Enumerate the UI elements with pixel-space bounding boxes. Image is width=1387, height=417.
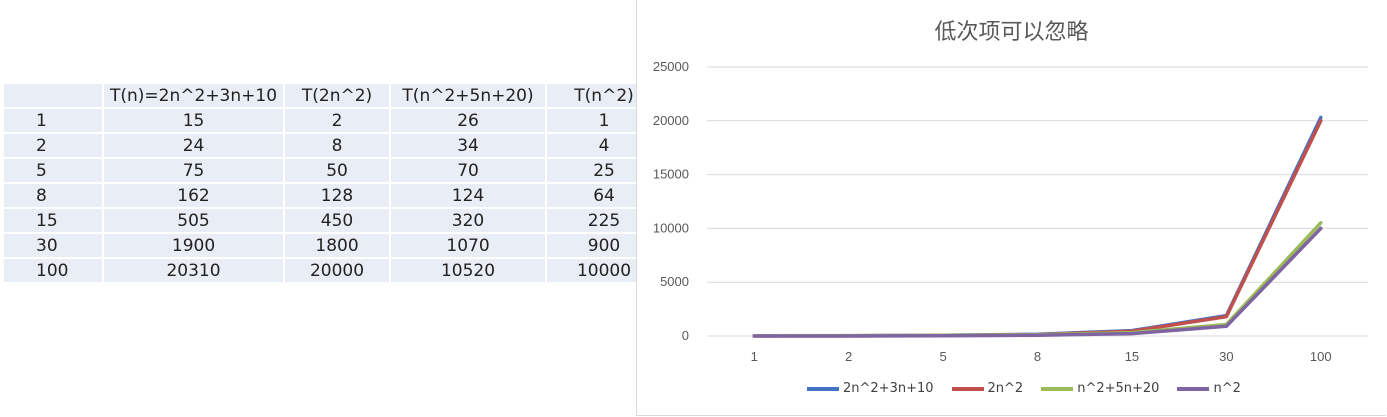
table-cell: 10000 — [547, 259, 662, 282]
x-tick-label: 100 — [1310, 349, 1332, 364]
table-cell: 900 — [547, 234, 662, 257]
legend-swatch — [951, 386, 984, 391]
table-cell: 50 — [285, 159, 390, 182]
table-cell: 8 — [4, 184, 102, 207]
x-tick-label: 15 — [1125, 349, 1139, 364]
table-cell: 75 — [104, 159, 284, 182]
table-cell: 30 — [4, 234, 102, 257]
table-cell: 2 — [285, 109, 390, 132]
table-cell: 1800 — [285, 234, 390, 257]
table-row: 30 1900 1800 1070 900 — [4, 234, 662, 257]
header-cell: T(2n^2) — [285, 84, 390, 107]
data-table: T(n)=2n^2+3n+10 T(2n^2) T(n^2+5n+20) T(n… — [2, 82, 663, 284]
table-row: 2 24 8 34 4 — [4, 134, 662, 157]
table-cell: 1070 — [391, 234, 546, 257]
x-tick-label: 8 — [1034, 349, 1041, 364]
y-tick-label: 0 — [682, 328, 689, 343]
table-cell: 20000 — [285, 259, 390, 282]
series-line-4 — [752, 226, 1323, 338]
legend-swatch — [1177, 386, 1210, 391]
table-cell: 320 — [391, 209, 546, 232]
x-tick-label: 1 — [751, 349, 758, 364]
y-tick-label: 15000 — [653, 167, 689, 182]
series-line-1 — [752, 115, 1323, 338]
header-cell: T(n)=2n^2+3n+10 — [104, 84, 284, 107]
table-cell: 124 — [391, 184, 546, 207]
legend-label: 2n^2 — [987, 381, 1024, 396]
x-tick-label: 5 — [939, 349, 946, 364]
x-tick-label: 30 — [1219, 349, 1233, 364]
table-cell: 5 — [4, 159, 102, 182]
table-cell: 128 — [285, 184, 390, 207]
table-cell: 64 — [547, 184, 662, 207]
table-cell: 225 — [547, 209, 662, 232]
y-tick-label: 10000 — [653, 220, 689, 235]
y-tick-label: 5000 — [660, 274, 689, 289]
legend-swatch — [1041, 386, 1074, 391]
legend-label: n^2+5n+20 — [1077, 381, 1160, 396]
table-cell: 1900 — [104, 234, 284, 257]
y-tick-label: 20000 — [653, 113, 689, 128]
legend-item: n^2 — [1177, 381, 1241, 396]
table-header-row: T(n)=2n^2+3n+10 T(2n^2) T(n^2+5n+20) T(n… — [4, 84, 662, 107]
legend-item: 2n^2+3n+10 — [807, 381, 934, 396]
x-tick-label: 2 — [845, 349, 852, 364]
table-cell: 1 — [547, 109, 662, 132]
chart-title: 低次项可以忽略 — [934, 20, 1089, 45]
table-row: 8 162 128 124 64 — [4, 184, 662, 207]
table-row: 5 75 50 70 25 — [4, 159, 662, 182]
table-row: 100 20310 20000 10520 10000 — [4, 259, 662, 282]
table-cell: 4 — [547, 134, 662, 157]
table-cell: 24 — [104, 134, 284, 157]
table-row: 1 15 2 26 1 — [4, 109, 662, 132]
table-cell: 26 — [391, 109, 546, 132]
table-cell: 1 — [4, 109, 102, 132]
table-cell: 25 — [547, 159, 662, 182]
table-cell: 20310 — [104, 259, 284, 282]
y-tick-label: 25000 — [653, 59, 689, 74]
header-cell — [4, 84, 102, 107]
table-cell: 2 — [4, 134, 102, 157]
header-cell: T(n^2+5n+20) — [391, 84, 546, 107]
header-cell: T(n^2) — [547, 84, 662, 107]
legend-label: 2n^2+3n+10 — [843, 381, 934, 396]
table-cell: 8 — [285, 134, 390, 157]
chart-legend: 2n^2+3n+10 2n^2 n^2+5n+20 n^2 — [807, 381, 1241, 396]
table-cell: 15 — [104, 109, 284, 132]
legend-item: n^2+5n+20 — [1041, 381, 1159, 396]
legend-swatch — [807, 386, 839, 391]
table-row: 15 505 450 320 225 — [4, 209, 662, 232]
table-cell: 162 — [104, 184, 284, 207]
legend-label: n^2 — [1213, 381, 1241, 396]
legend-item: 2n^2 — [951, 381, 1024, 396]
table-cell: 70 — [391, 159, 546, 182]
table-cell: 450 — [285, 209, 390, 232]
table-cell: 100 — [4, 259, 102, 282]
table-cell: 15 — [4, 209, 102, 232]
table-cell: 505 — [104, 209, 284, 232]
line-chart: 0 5000 10000 15000 20000 25000 1 2 5 8 15 30 100 — [653, 59, 1368, 364]
table-cell: 10520 — [391, 259, 546, 282]
chart-panel: 低次项可以忽略 0 5000 10000 15000 20000 25000 1 2 5 8 15 3… — [636, 0, 1386, 416]
table-cell: 34 — [391, 134, 546, 157]
